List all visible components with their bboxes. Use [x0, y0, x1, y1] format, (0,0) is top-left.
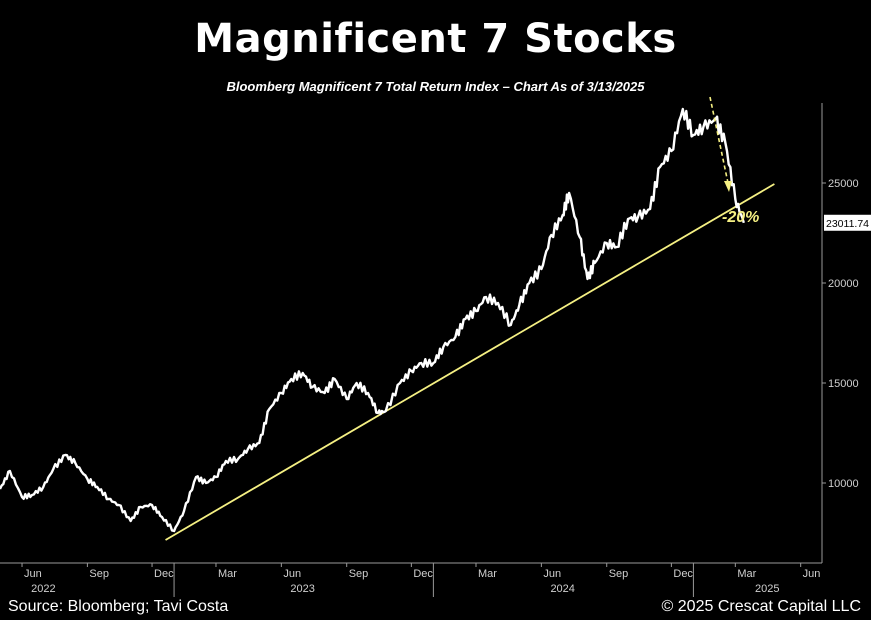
source-note: Source: Bloomberg; Tavi Costa: [8, 598, 229, 615]
x-tick-label: Dec: [673, 568, 693, 580]
x-tick-label: Sep: [609, 568, 629, 580]
y-tick-label: 25000: [828, 178, 859, 190]
x-tick-label: Sep: [349, 568, 369, 580]
x-tick-label: Jun: [283, 568, 301, 580]
dashed-arrow-shaft: [709, 96, 729, 184]
x-tick-label: Mar: [478, 568, 497, 580]
x-tick-label: Jun: [803, 568, 821, 580]
x-tick-label: Sep: [89, 568, 109, 580]
x-tick-label: Jun: [24, 568, 42, 580]
year-label: 2022: [31, 583, 55, 595]
x-tick-label: Dec: [413, 568, 433, 580]
year-label: 2024: [550, 583, 574, 595]
y-tick-label: 15000: [828, 378, 859, 390]
x-tick-label: Mar: [737, 568, 756, 580]
chart-title: Magnificent 7 Stocks: [194, 16, 677, 62]
support-trendline: [165, 183, 775, 541]
last-value-label: 23011.74: [826, 218, 869, 230]
x-tick-label: Jun: [543, 568, 561, 580]
x-tick-label: Dec: [154, 568, 174, 580]
dashed-arrow-head: [724, 181, 732, 192]
index-price-line: [0, 107, 745, 533]
y-tick-label: 10000: [828, 478, 859, 490]
year-label: 2023: [290, 583, 314, 595]
x-tick-label: Mar: [218, 568, 237, 580]
chart-subtitle: Bloomberg Magnificent 7 Total Return Ind…: [226, 79, 645, 94]
copyright-note: © 2025 Crescat Capital LLC: [661, 598, 861, 615]
drawdown-annotation: -20%: [722, 209, 759, 226]
y-tick-label: 20000: [828, 278, 859, 290]
year-label: 2025: [755, 583, 779, 595]
last-value-box: [824, 214, 871, 231]
